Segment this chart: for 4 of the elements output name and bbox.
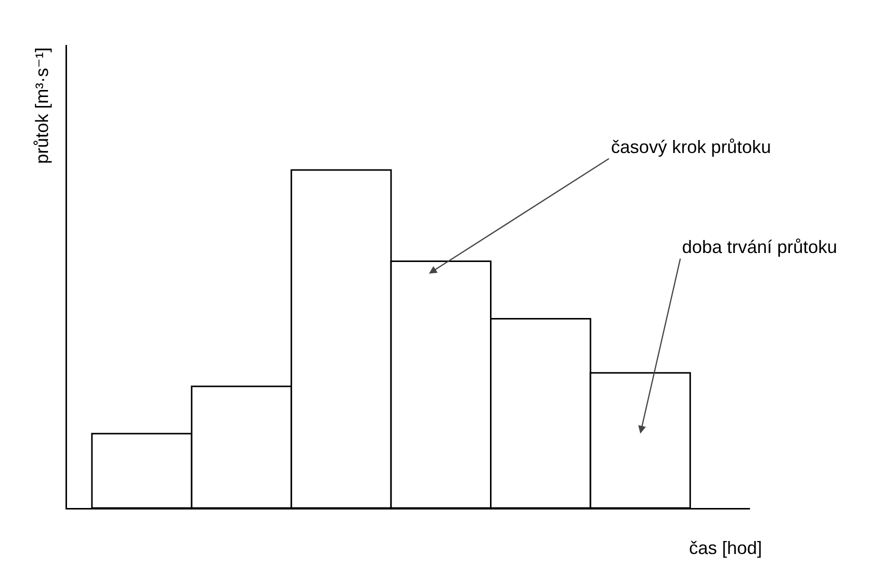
text: časový krok průtoku bbox=[611, 137, 772, 157]
x-axis-title: čas [hod] bbox=[689, 538, 762, 558]
annotation: doba trvání průtoku bbox=[682, 237, 838, 257]
y-axis-title: průtok [m³·s⁻¹] bbox=[32, 47, 52, 164]
